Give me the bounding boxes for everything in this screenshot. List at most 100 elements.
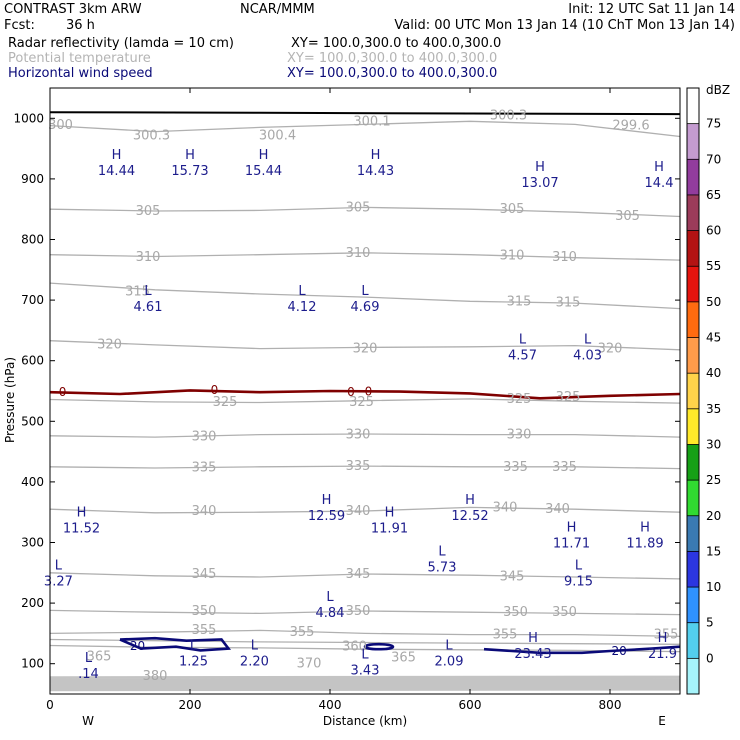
reflectivity-line-0 [49,389,681,400]
upper-isentrope-line [49,675,681,678]
colorbar-swatch [687,123,699,160]
x-axis-label: Distance (km) [323,714,407,728]
colorbar-level-label: 45 [706,331,721,345]
colorbar-level-label: 65 [706,188,721,202]
extremum-value: 4.57 [508,349,537,364]
extremum-H-marker: H [465,493,475,508]
colorbar-level-label: 75 [706,117,721,131]
x-tick-label: 400 [319,698,342,712]
extremum-value: 12.52 [451,509,488,524]
theta-line-340 [49,506,681,514]
y-tick-label: 400 [21,475,44,489]
theta-line-315 [49,282,681,310]
extremum-L-marker: L [144,284,152,299]
colorbar-level-label: 30 [706,437,721,451]
field-wind-xy: XY= 100.0,300.0 to 400.0,300.0 [287,66,497,81]
contour-label: 350 [346,604,371,619]
contour-label: 350 [552,605,577,620]
extremum-value: 13.07 [521,176,558,191]
colorbar-swatch [687,301,699,338]
extremum-H-marker: H [371,148,381,163]
colorbar-level-label: 70 [706,152,721,166]
header: CONTRAST 3km ARW NCAR/MMM Init: 12 UTC S… [4,2,735,81]
colorbar-level-label: 25 [706,473,721,487]
contour-label: 355 [192,623,217,638]
theta-line-320 [49,340,681,351]
terrain-line [49,111,681,116]
contour-label: 0 [211,383,219,397]
extremum-value: 4.03 [573,349,602,364]
y-tick-label: 200 [21,596,44,610]
theta-line-310 [49,252,681,261]
contour-label: 340 [545,502,570,517]
contour-label: 310 [136,250,161,265]
extremum-value: 11.89 [626,536,663,551]
extremum-value: 3.27 [44,575,73,590]
extremum-H-marker: H [528,631,538,646]
terrain-profile [49,111,681,116]
extremum-H-marker: H [654,160,664,175]
field-theta-label: Potential temperature [8,51,151,66]
extremum-value: 4.12 [288,300,317,315]
contour-label: 350 [503,605,528,620]
colorbar-level-label: 50 [706,295,721,309]
contour-label: 305 [136,204,161,219]
extremum-value: 11.91 [371,521,408,536]
extremum-L-marker: L [190,639,198,654]
contour-label: 300.1 [353,114,390,129]
extremum-H-marker: H [322,493,332,508]
colorbar-swatch [687,337,699,374]
x-tick-label: 600 [459,698,482,712]
theta-line-300 [49,120,681,138]
contour-label: 300 [48,118,73,133]
contour-label: 355 [290,625,315,640]
contour-label: 320 [97,337,122,352]
theta-line-360 [49,638,681,645]
contour-label: 320 [598,342,623,357]
y-tick-label: 600 [21,354,44,368]
extremum-L-marker: L [575,559,583,574]
upper-isentrope-line [49,682,681,686]
upper-isentrope-band [49,675,681,692]
init-time: Init: 12 UTC Sat 11 Jan 14 [568,2,735,17]
y-tick-label: 100 [21,657,44,671]
contour-label: 325 [556,390,581,405]
colorbar-level-label: 60 [706,224,721,238]
extremum-H-marker: H [640,520,650,535]
reflectivity-cell-20 [363,642,395,651]
colorbar-level-label: 0 [706,651,714,665]
contour-label: 310 [346,246,371,261]
contour-label: 300.3 [133,128,170,143]
colorbar-unit: dBZ [706,83,730,97]
colorbar-frame [686,87,700,695]
colorbar-swatch [687,373,699,410]
extremum-H-marker: H [112,148,122,163]
contour-label: 315 [556,296,581,311]
extremum-value: 9.15 [564,575,593,590]
colorbar-swatch [687,658,699,695]
extremum-L-marker: L [584,333,592,348]
plot-frame [49,87,681,695]
contour-label: 300.4 [259,128,296,143]
extremum-value: 21.9 [648,647,677,662]
upper-isentrope-line [49,685,681,688]
upper-isentrope-line [49,686,681,689]
contour-label: 380 [143,669,168,684]
contour-label: 300.3 [490,108,527,123]
theta-line-305 [49,206,681,218]
y-axis-label: Pressure (hPa) [3,357,17,443]
extremum-value: 14.4 [645,176,674,191]
upper-isentrope-line [49,689,681,692]
contour-label: 310 [552,250,577,265]
colorbar-swatch [687,444,699,481]
colorbar-swatch [687,230,699,267]
x-tick-label: 200 [179,698,202,712]
contour-label: 305 [500,202,525,217]
y-tick-label: 1000 [13,111,44,125]
colorbar-swatch [687,194,699,231]
extremum-L-marker: L [85,651,93,666]
extremum-value: 2.20 [240,655,269,670]
extremum-H-marker: H [185,148,195,163]
